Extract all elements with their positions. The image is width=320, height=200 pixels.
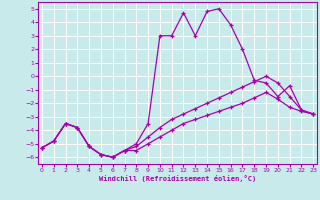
X-axis label: Windchill (Refroidissement éolien,°C): Windchill (Refroidissement éolien,°C) bbox=[99, 175, 256, 182]
